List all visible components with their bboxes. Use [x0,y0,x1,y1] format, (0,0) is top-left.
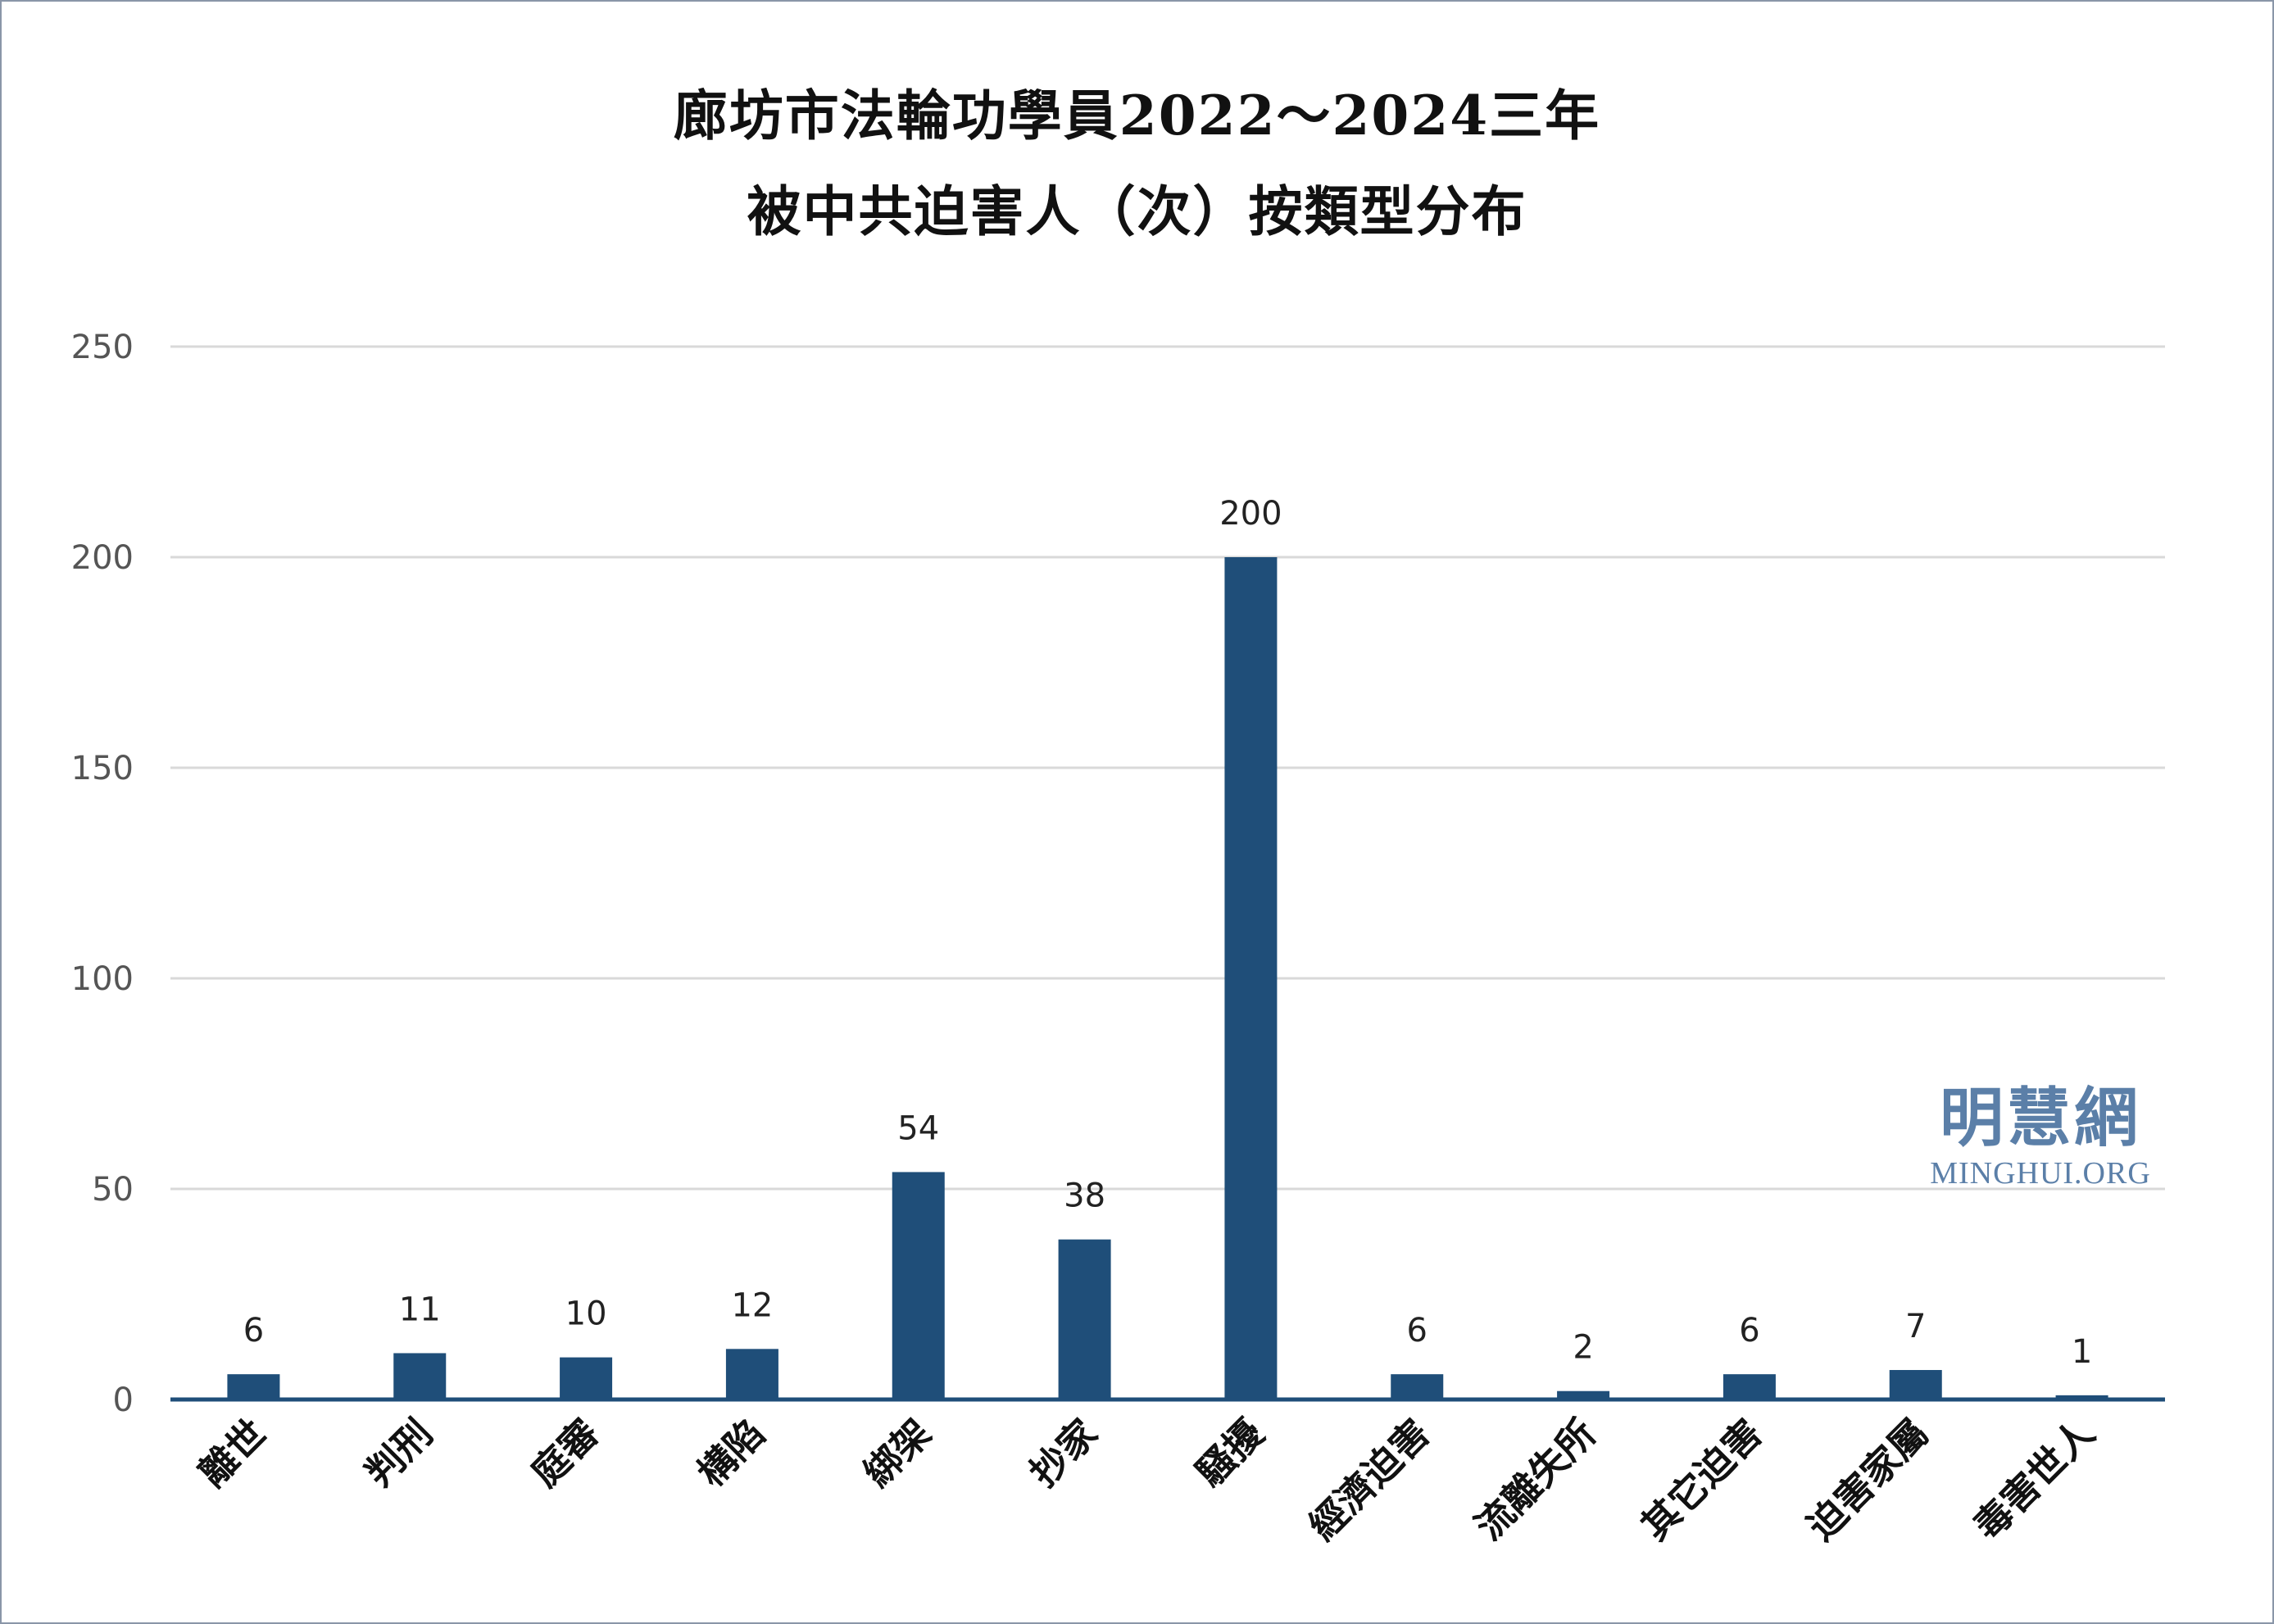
category-label-9: 流離失所 [1467,1411,1605,1549]
y-tick-label-0: 0 [113,1381,134,1419]
data-label-2: 11 [399,1291,441,1328]
bar-9 [1557,1390,1610,1399]
chart-title: 廊坊市法輪功學員2022～2024三年 [673,84,1601,147]
category-label-11: 迫害家屬 [1799,1411,1936,1549]
bar-12 [2055,1395,2108,1399]
category-label-10: 其它迫害 [1632,1411,1770,1549]
y-tick-label-250: 250 [71,329,134,366]
data-label-1: 6 [243,1312,264,1350]
bar-5 [892,1172,945,1399]
data-label-3: 10 [565,1295,607,1333]
category-label-5: 綁架 [855,1411,939,1495]
data-label-10: 6 [1739,1312,1759,1350]
data-label-9: 2 [1573,1329,1593,1367]
category-label-7: 騷擾 [1187,1410,1273,1495]
data-label-7: 200 [1219,495,1282,533]
y-tick-label-200: 200 [71,539,134,577]
category-label-12: 毒害世人 [1965,1411,2103,1549]
data-label-11: 7 [1905,1308,1926,1345]
bar-8 [1391,1374,1444,1399]
y-tick-label-50: 50 [92,1171,134,1209]
bar-1 [227,1374,280,1399]
category-label-4: 構陷 [688,1411,773,1495]
category-label-8: 經濟迫害 [1300,1411,1438,1549]
bar-4 [725,1349,778,1399]
bar-2 [393,1353,447,1399]
bar-7 [1224,557,1278,1399]
y-tick-label-100: 100 [71,960,134,998]
category-label-2: 判刑 [356,1411,441,1495]
watermark-chinese-text: 明慧網 [1939,1081,2141,1155]
category-label-1: 離世 [190,1411,275,1495]
chart-subtitle: 被中共迫害人（次）按類型分布 [747,179,1527,243]
bars [227,557,2108,1399]
bar-10 [1723,1374,1776,1399]
data-label-6: 38 [1064,1177,1105,1215]
category-label-3: 庭審 [523,1410,608,1495]
y-axis-tick-labels: 0 50 100 150 200 250 [71,329,134,1419]
bar-3 [560,1357,613,1399]
watermark-english-text: MINGHUI.ORG [1930,1156,2151,1191]
data-label-5: 54 [897,1109,939,1147]
grid-lines [170,345,2165,1191]
bar-6 [1058,1239,1111,1399]
data-labels: 6 11 10 12 54 38 200 6 2 6 7 1 [243,495,2093,1371]
bar-11 [1889,1370,1942,1399]
y-tick-label-150: 150 [71,750,134,787]
category-labels: 離世 判刑 庭審 構陷 綁架 抄家 騷擾 經濟迫害 流離失所 其它迫害 迫害家屬 毒害世人 [190,1410,2103,1549]
data-label-8: 6 [1407,1312,1427,1350]
data-label-4: 12 [731,1286,773,1324]
minghui-watermark: 明慧網 MINGHUI.ORG [1909,1082,2172,1191]
category-label-6: 抄家 [1021,1411,1105,1495]
data-label-12: 1 [2072,1333,2092,1371]
